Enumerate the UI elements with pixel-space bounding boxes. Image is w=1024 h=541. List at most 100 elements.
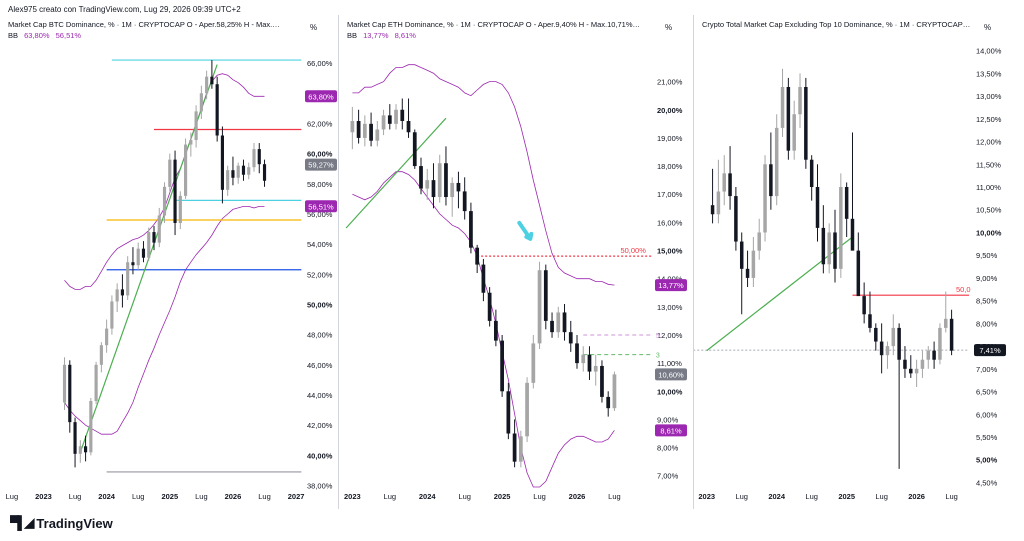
candle-body — [844, 187, 849, 219]
candle-body — [562, 312, 567, 333]
candle-body — [189, 140, 193, 145]
bb-legend: BB 13,77% 8,61% — [347, 31, 416, 40]
y-tick-label: 5,00% — [976, 456, 998, 465]
candle-body — [241, 165, 246, 175]
candle-body — [136, 248, 140, 266]
candle-body — [494, 320, 498, 341]
candle-body — [425, 180, 430, 189]
eth-dominance-panel[interactable]: 7,00% 8,00% 9,00% 10,00% 11,00% 12,00% 13,00% 1… — [339, 15, 693, 509]
candle-body — [387, 115, 392, 124]
others-dominance-panel[interactable]: 4,50%5,00%5,50%6,00%6,50%7,00%7,50%8,00%… — [694, 15, 1024, 509]
candle-body — [184, 144, 188, 196]
candle-body — [178, 195, 182, 224]
candle-body — [381, 115, 386, 130]
x-tick-label: 2023 — [344, 492, 361, 501]
candle-body — [450, 182, 455, 198]
others-dominance-chart[interactable]: 4,50%5,00%5,50%6,00%6,50%7,00%7,50%8,00%… — [694, 15, 1024, 509]
candle-body — [531, 343, 536, 383]
y-tick-label: 62,00% — [307, 119, 333, 128]
candle-body — [856, 250, 861, 297]
candle-body — [518, 436, 523, 462]
y-tick-label: 46,00% — [307, 361, 333, 370]
bb-lower-band — [352, 171, 615, 488]
candle-body — [162, 186, 167, 216]
price-tag — [305, 90, 337, 103]
y-tick-label: 40,00% — [307, 451, 333, 460]
candle-body — [932, 350, 936, 360]
dashed-level-label: 3 — [656, 353, 660, 360]
candle-body — [205, 76, 209, 94]
unit-label: % — [310, 23, 318, 32]
candle-body — [356, 121, 361, 138]
tradingview-logo-icon: ▀▌◢ — [10, 515, 34, 530]
price-tag-label: 13,77% — [658, 281, 684, 290]
candle-body — [862, 296, 866, 315]
price-tag — [305, 158, 337, 171]
y-tick-label: 4,50% — [976, 478, 998, 487]
candle-body — [926, 350, 931, 360]
bb-lower-value: 8,61% — [394, 31, 416, 40]
price-tag — [305, 200, 337, 213]
candle-body — [168, 159, 172, 187]
candle-body — [606, 396, 611, 409]
candle-body — [792, 114, 796, 151]
chart-caption: Alex975 creato con TradingView.com, Lug … — [8, 5, 241, 14]
candle-body — [120, 289, 124, 296]
y-tick-label: 48,00% — [307, 331, 333, 340]
y-tick-label: 20,00% — [657, 106, 683, 115]
x-tick-label: 2023 — [698, 492, 715, 501]
eth-dominance-chart[interactable]: 7,00% 8,00% 9,00% 10,00% 11,00% 12,00% 13,00% 1… — [339, 15, 693, 509]
candle-body — [215, 84, 219, 136]
y-tick-label: 19,00% — [657, 134, 683, 143]
price-tag-label: 10,60% — [658, 370, 684, 379]
candle-body — [78, 446, 82, 454]
candle-body — [600, 365, 604, 397]
candle-body — [815, 187, 820, 228]
x-tick-label: 2024 — [419, 492, 437, 501]
candle-body — [612, 374, 617, 409]
y-tick-label: 13,00% — [657, 303, 683, 312]
candle-body — [194, 111, 198, 141]
x-tick-label: 2026 — [908, 492, 925, 501]
btc-dominance-panel[interactable]: 38,00% 40,00% 42,00% 44,00% 46,00% 48,00% 50,0… — [0, 15, 338, 509]
price-tag-label: 63,80% — [308, 92, 334, 101]
candle-body — [833, 232, 837, 269]
candle-body — [568, 332, 573, 344]
candle-body — [89, 401, 93, 453]
candle-body — [115, 289, 119, 302]
y-tick-label: 50,00% — [307, 300, 333, 309]
candle-body — [419, 166, 423, 189]
candle-body — [769, 164, 773, 197]
bb-label: BB — [347, 31, 358, 40]
y-tick-label: 12,00% — [976, 138, 1002, 147]
candle-body — [444, 163, 448, 198]
x-tick-label: Lug — [533, 492, 546, 501]
y-tick-label: 11,00% — [976, 183, 1001, 192]
unit-label: % — [984, 23, 992, 32]
candle-body — [152, 232, 156, 243]
candle-body — [734, 196, 738, 242]
candle-body — [537, 270, 542, 344]
y-tick-label: 52,00% — [307, 270, 333, 279]
x-tick-label: Lug — [69, 492, 82, 501]
candle-body — [431, 180, 436, 198]
candle-body — [920, 359, 925, 369]
y-tick-label: 9,50% — [976, 251, 998, 260]
candle-body — [369, 123, 373, 141]
bb-upper-band — [64, 73, 265, 290]
candle-body — [62, 364, 67, 403]
tradingview-brand[interactable]: ▀▌◢ TradingView — [10, 515, 113, 531]
btc-dominance-chart[interactable]: 38,00% 40,00% 42,00% 44,00% 46,00% 48,00% 50,0… — [0, 15, 338, 509]
candle-body — [556, 312, 561, 333]
y-tick-label: 8,50% — [976, 297, 998, 306]
x-tick-label: Lug — [735, 492, 748, 501]
candle-body — [543, 270, 548, 321]
candle-body — [84, 446, 88, 453]
x-tick-label: Lug — [945, 492, 958, 501]
y-tick-label: 12,00% — [657, 331, 683, 340]
candle-body — [257, 149, 261, 165]
y-tick-label: 18,00% — [657, 162, 683, 171]
bb-upper-value: 63,80% — [24, 31, 50, 40]
bb-upper-value: 13,77% — [363, 31, 389, 40]
candle-body — [868, 314, 872, 328]
